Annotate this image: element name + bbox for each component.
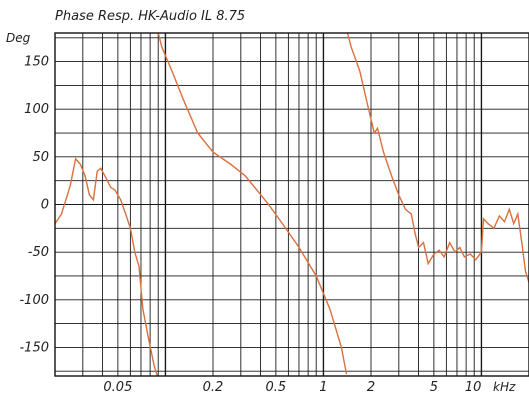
x-tick-label: 5 xyxy=(430,380,438,395)
x-tick-labels: 0.05 0.2 0.5 1 2 5 10 xyxy=(103,380,481,395)
y-tick-labels: 150 100 50 0 -50 -100 -150 xyxy=(19,55,49,356)
x-tick-label: 2 xyxy=(367,380,375,395)
grid xyxy=(55,33,529,376)
x-tick-label: 10 xyxy=(465,380,482,395)
series-line-phase xyxy=(54,32,529,377)
x-tick-label: 1 xyxy=(319,380,327,395)
y-tick-label: -50 xyxy=(28,245,49,260)
y-tick-label: 0 xyxy=(41,198,49,213)
y-tick-label: -100 xyxy=(19,293,49,308)
chart-title: Phase Resp. HK-Audio IL 8.75 xyxy=(55,9,245,24)
y-axis-label: Deg xyxy=(6,31,31,45)
x-tick-label: 0.05 xyxy=(103,380,132,395)
y-tick-label: 50 xyxy=(32,150,49,165)
plot-frame xyxy=(54,32,529,377)
y-tick-label: -150 xyxy=(19,340,49,355)
x-axis-unit: kHz xyxy=(493,380,516,394)
y-tick-label: 150 xyxy=(24,55,49,70)
x-tick-label: 0.2 xyxy=(203,380,224,395)
y-tick-label: 100 xyxy=(24,102,49,117)
x-tick-label: 0.5 xyxy=(266,380,287,395)
